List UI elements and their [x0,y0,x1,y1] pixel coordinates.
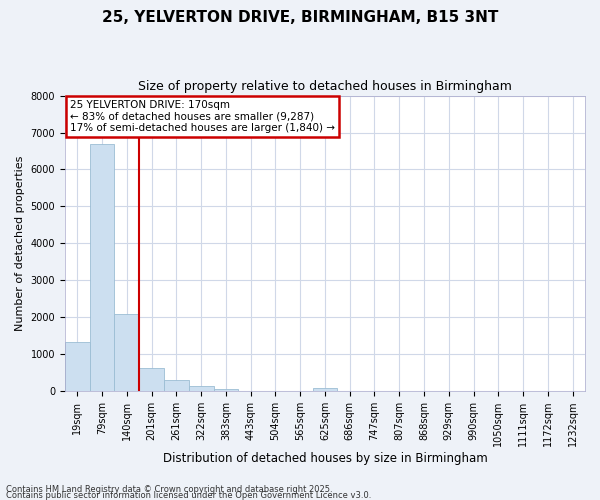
Bar [89,144,115,391]
Text: Contains public sector information licensed under the Open Government Licence v3: Contains public sector information licen… [6,490,371,500]
Text: 25, YELVERTON DRIVE, BIRMINGHAM, B15 3NT: 25, YELVERTON DRIVE, BIRMINGHAM, B15 3NT [102,10,498,25]
Bar [164,380,189,391]
Bar [115,314,139,391]
Title: Size of property relative to detached houses in Birmingham: Size of property relative to detached ho… [138,80,512,93]
Bar [65,342,89,391]
Bar [214,388,238,391]
Bar [313,388,337,391]
Y-axis label: Number of detached properties: Number of detached properties [15,156,25,331]
Bar [189,386,214,391]
Text: 25 YELVERTON DRIVE: 170sqm
← 83% of detached houses are smaller (9,287)
17% of s: 25 YELVERTON DRIVE: 170sqm ← 83% of deta… [70,100,335,133]
X-axis label: Distribution of detached houses by size in Birmingham: Distribution of detached houses by size … [163,452,487,465]
Text: Contains HM Land Registry data © Crown copyright and database right 2025.: Contains HM Land Registry data © Crown c… [6,484,332,494]
Bar [139,368,164,391]
